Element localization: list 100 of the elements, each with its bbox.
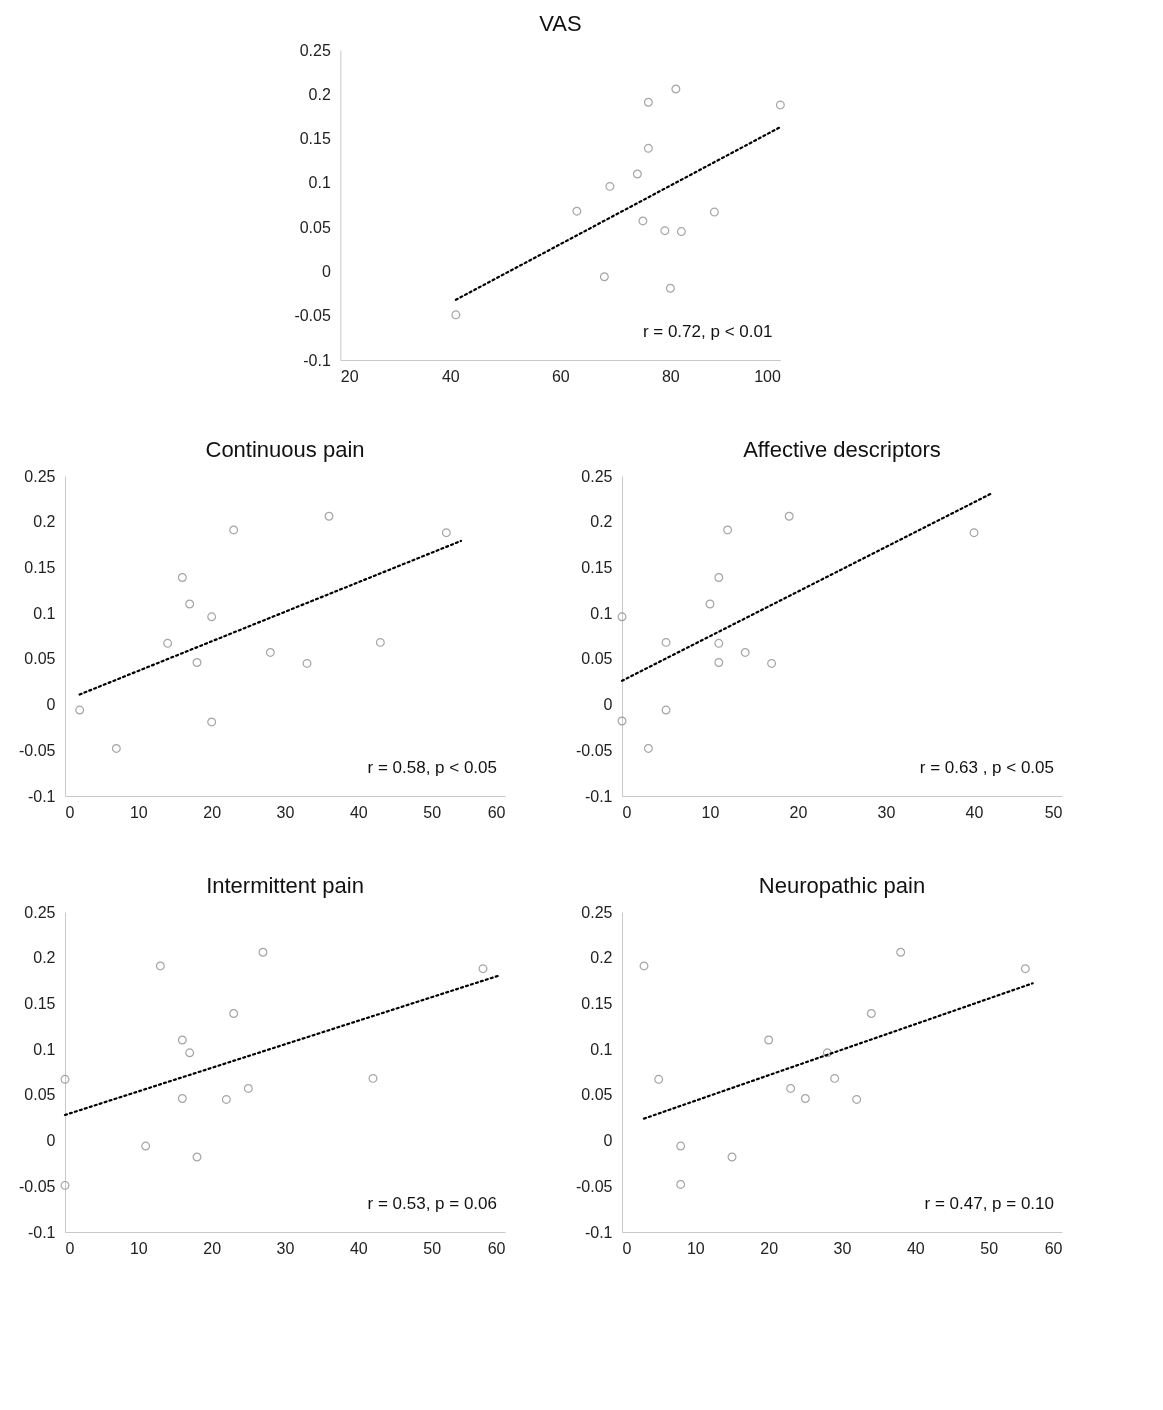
- x-tick-label: 60: [1044, 1239, 1063, 1257]
- point: [265, 647, 275, 657]
- point: [221, 1094, 231, 1104]
- point: [714, 573, 724, 582]
- point: [822, 1048, 832, 1058]
- y-tick-label: 0: [46, 696, 56, 714]
- point: [866, 1009, 876, 1018]
- y-tick-label: 0.05: [581, 650, 613, 668]
- y-tick-label: 0.1: [590, 604, 613, 622]
- y-tick-label: 0: [603, 1132, 613, 1150]
- x-tick-label: 20: [789, 803, 808, 821]
- y-tick-label: 0: [321, 262, 331, 280]
- x-tick-label: 100: [754, 367, 781, 385]
- y-tick-label: 0.15: [581, 994, 613, 1012]
- y-tick-label: 0.1: [308, 174, 331, 192]
- y-tick-label: 0.15: [24, 558, 56, 576]
- y-tick-label: 0.2: [590, 513, 613, 531]
- y-tick-label: 0.05: [24, 1086, 56, 1104]
- y-tick-label: 0.1: [590, 1040, 613, 1058]
- annotation: r = 0.72, p < 0.01: [642, 322, 773, 341]
- point: [207, 717, 217, 727]
- point: [229, 525, 239, 535]
- x-tick-label: 40: [349, 803, 368, 821]
- x-tick-label: 60: [487, 1239, 506, 1257]
- x-tick-label: 0: [65, 803, 75, 821]
- x-tick-label: 10: [686, 1239, 705, 1257]
- point: [676, 1141, 686, 1151]
- point: [192, 658, 202, 667]
- x-tick-label: 40: [965, 803, 984, 821]
- y-tick-label: -0.05: [19, 741, 56, 759]
- x-tick-label: 50: [423, 1239, 442, 1257]
- x-tick-label: 60: [487, 803, 506, 821]
- point: [896, 947, 906, 957]
- y-tick-label: 0.1: [33, 1040, 56, 1058]
- point: [852, 1094, 862, 1104]
- chart-title: Intermittent pain: [206, 873, 364, 898]
- point: [163, 638, 173, 648]
- y-tick-label: 0: [46, 1132, 56, 1150]
- point: [727, 1152, 737, 1162]
- y-tick-label: 0.15: [24, 994, 56, 1012]
- y-tick-label: 0.2: [33, 949, 56, 967]
- point: [192, 1152, 202, 1162]
- x-tick-label: 10: [129, 1239, 148, 1257]
- annotation: r = 0.47, p = 0.10: [924, 1194, 1054, 1213]
- x-tick-label: 30: [276, 1239, 295, 1257]
- point: [368, 1073, 378, 1083]
- y-tick-label: 0.15: [299, 130, 331, 148]
- point: [661, 637, 671, 647]
- y-tick-label: -0.05: [19, 1177, 56, 1195]
- point: [786, 1083, 796, 1093]
- y-tick-label: 0.25: [581, 903, 613, 921]
- point: [229, 1009, 239, 1018]
- point: [324, 511, 334, 521]
- y-tick-label: -0.05: [576, 1177, 613, 1195]
- y-tick-label: 0.25: [24, 467, 56, 485]
- point: [375, 637, 385, 647]
- point: [676, 1179, 686, 1189]
- x-tick-label: 50: [1044, 803, 1063, 821]
- y-tick-label: -0.1: [584, 787, 613, 805]
- y-tick-label: -0.1: [303, 351, 331, 369]
- chart-title: VAS: [539, 11, 582, 36]
- y-tick-label: 0.2: [590, 949, 613, 967]
- y-tick-label: 0.25: [299, 41, 331, 59]
- x-tick-label: 50: [980, 1239, 999, 1257]
- chart-title: Neuropathic pain: [758, 873, 926, 898]
- point: [740, 647, 750, 657]
- x-tick-label: 50: [423, 803, 442, 821]
- y-tick-label: 0.2: [308, 85, 331, 103]
- point: [800, 1094, 810, 1103]
- x-tick-label: 20: [340, 367, 359, 385]
- y-tick-label: 0.25: [24, 903, 56, 921]
- point: [478, 964, 488, 974]
- point: [155, 961, 165, 971]
- x-tick-label: 10: [701, 803, 720, 821]
- point: [243, 1083, 253, 1093]
- point: [75, 705, 85, 715]
- x-tick-label: 30: [877, 803, 896, 821]
- chart-title: Affective descriptors: [743, 437, 941, 462]
- point: [258, 947, 268, 957]
- y-tick-label: -0.1: [584, 1223, 613, 1241]
- point: [830, 1073, 840, 1083]
- point: [661, 705, 671, 715]
- y-tick-label: 0: [603, 696, 613, 714]
- y-tick-label: 0.1: [33, 604, 56, 622]
- point: [654, 1074, 664, 1084]
- annotation: r = 0.53, p = 0.06: [367, 1194, 497, 1213]
- point: [441, 528, 451, 538]
- point: [643, 743, 653, 753]
- x-tick-label: 80: [661, 367, 680, 385]
- y-tick-label: -0.05: [576, 741, 613, 759]
- point: [185, 1048, 195, 1058]
- y-tick-label: -0.1: [27, 787, 56, 805]
- x-tick-label: 20: [760, 1239, 779, 1257]
- chart-title: Continuous pain: [205, 437, 365, 462]
- x-tick-label: 0: [622, 1239, 632, 1257]
- point: [177, 1094, 187, 1103]
- point: [185, 599, 195, 609]
- point: [1020, 964, 1030, 974]
- x-tick-label: 40: [349, 1239, 368, 1257]
- x-tick-label: 10: [129, 803, 148, 821]
